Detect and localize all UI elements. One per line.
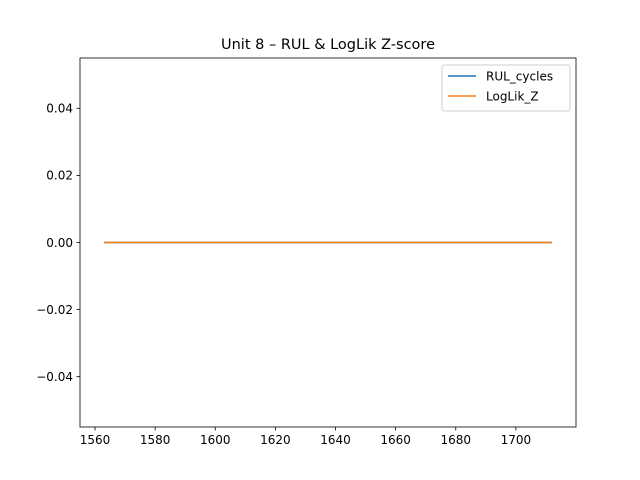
chart-title: Unit 8 – RUL & LogLik Z-score [221, 37, 435, 53]
legend-label: RUL_cycles [486, 69, 553, 83]
x-axis: 1560 1580 1600 1620 1640 1660 1680 1700 [80, 427, 531, 447]
legend: RUL_cycles LogLik_Z [441, 64, 571, 112]
x-tick-label: 1660 [380, 433, 411, 447]
x-tick-label: 1640 [320, 433, 351, 447]
x-tick-label: 1700 [501, 433, 532, 447]
y-tick-label: 0.00 [46, 236, 73, 250]
legend-label: LogLik_Z [486, 89, 539, 103]
x-tick-label: 1560 [80, 433, 111, 447]
x-tick-label: 1600 [200, 433, 231, 447]
x-tick-label: 1580 [140, 433, 171, 447]
y-tick-label: −0.02 [36, 303, 73, 317]
y-tick-label: 0.04 [46, 102, 73, 116]
x-tick-label: 1680 [440, 433, 471, 447]
y-tick-label: 0.02 [46, 169, 73, 183]
y-tick-label: −0.04 [36, 370, 73, 384]
x-tick-label: 1620 [260, 433, 291, 447]
y-axis: 0.04 0.02 0.00 −0.02 −0.04 [36, 102, 80, 384]
